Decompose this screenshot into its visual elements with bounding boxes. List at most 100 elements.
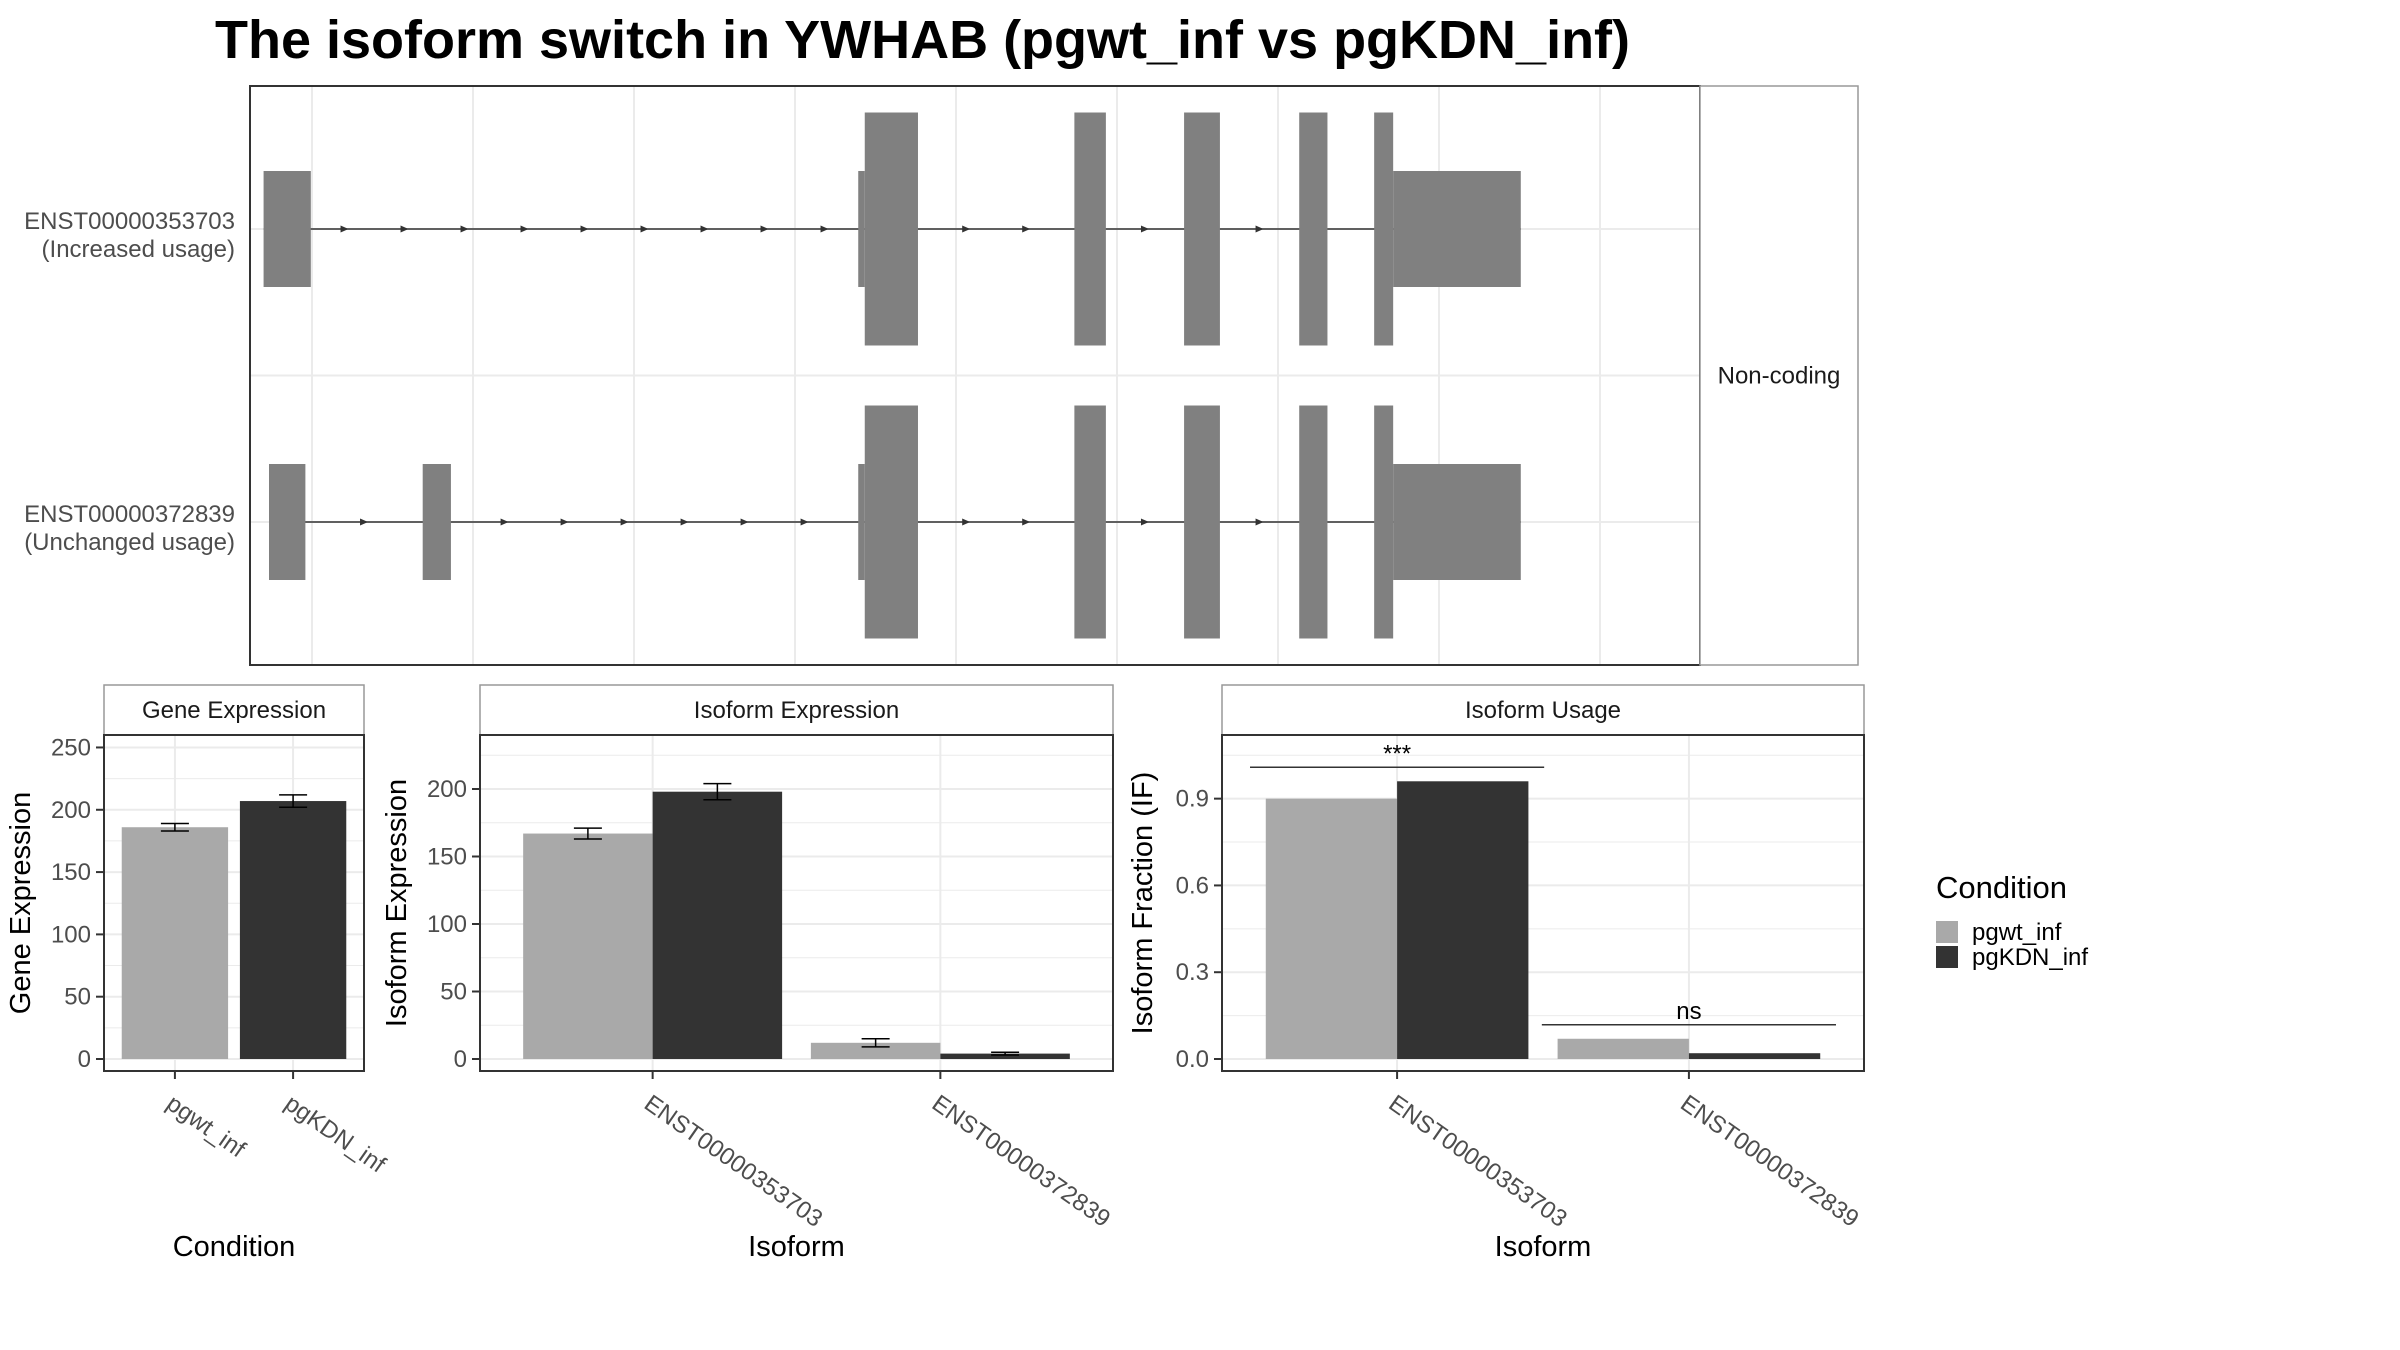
exon — [864, 112, 918, 346]
bar-pgwt_inf-ENST00000353703 — [1265, 798, 1398, 1059]
isoform-usage-panel: Isoform Usage Isoform Fraction (IF) Isof… — [1127, 684, 1865, 1263]
panel-strip-box — [479, 684, 1114, 736]
intron-direction-arrow — [700, 225, 709, 233]
bar-pgKDN_inf-ENST00000372839 — [1688, 1053, 1821, 1059]
significance-label: ns — [1676, 998, 1701, 1025]
y-tick-label: 100 — [427, 911, 467, 938]
x-tick-label-pgKDN_inf: pgKDN_inf — [280, 1090, 391, 1179]
intron-direction-arrow — [560, 518, 569, 526]
error-bar — [573, 827, 602, 840]
isoform-usage-x-axis-title: Isoform — [1495, 1231, 1592, 1263]
intron-direction-arrow — [1022, 518, 1031, 526]
intron-direction-arrow — [640, 225, 649, 233]
intron-direction-arrow — [1022, 225, 1031, 233]
y-tick-label: 0.0 — [1176, 1046, 1209, 1073]
transcript-usage-label: (Unchanged usage) — [24, 529, 235, 556]
y-tick-label: 0 — [454, 1046, 467, 1073]
exon — [1374, 112, 1394, 346]
transcript-structure-panel: ENST00000353703(Increased usage) ENST0000… — [24, 85, 1859, 666]
y-tick-label: 250 — [51, 734, 91, 761]
y-tick-label: 0.6 — [1176, 872, 1209, 899]
exon — [1374, 405, 1394, 639]
gene-expression-x-axis-title: Condition — [173, 1231, 296, 1263]
bar-pgwt_inf-ENST00000372839 — [1557, 1038, 1689, 1059]
figure-title: The isoform switch in YWHAB (pgwt_inf vs… — [215, 10, 1630, 70]
error-bar — [991, 1051, 1020, 1056]
isoform-expression-panel: Isoform Expression Isoform Expression Is… — [381, 684, 1115, 1263]
x-tick-label-pgwt_inf: pgwt_inf — [161, 1090, 250, 1164]
transcript-id-label: ENST00000353703 — [24, 208, 235, 235]
exon — [269, 464, 306, 580]
y-tick-label: 0 — [78, 1046, 91, 1073]
intron-direction-arrow — [1255, 225, 1264, 233]
intron-direction-arrow — [620, 518, 629, 526]
significance-label: *** — [1383, 740, 1411, 767]
intron-direction-arrow — [360, 518, 369, 526]
intron-direction-arrow — [460, 225, 469, 233]
panel-strip-box — [1221, 684, 1865, 736]
error-bar — [703, 782, 732, 801]
isoform-expression-strip-title: Isoform Expression — [694, 697, 899, 724]
isoform-usage-strip-title: Isoform Usage — [1465, 697, 1621, 724]
y-tick-label: 200 — [427, 776, 467, 803]
legend-key-pgwt_inf — [1936, 921, 1958, 943]
bar-pgwt_inf-ENST00000353703 — [523, 833, 653, 1059]
intron-direction-arrow — [680, 518, 689, 526]
exon — [1184, 405, 1220, 639]
exon — [422, 464, 451, 580]
panel-border — [1221, 734, 1865, 1072]
exon — [1393, 464, 1521, 580]
exon — [1299, 112, 1328, 346]
exon — [1393, 171, 1521, 287]
panel-border — [103, 734, 365, 1072]
intron-direction-arrow — [580, 225, 589, 233]
x-tick-label-ENST00000372839: ENST00000372839 — [927, 1090, 1115, 1233]
exon — [263, 171, 311, 287]
intron-direction-arrow — [1140, 225, 1149, 233]
y-tick-label: 150 — [427, 844, 467, 871]
error-bar — [279, 794, 308, 809]
structure-strip-label: Non-coding — [1718, 363, 1841, 390]
error-bar — [861, 1038, 890, 1048]
intron-direction-arrow — [962, 225, 971, 233]
panel-border — [479, 734, 1114, 1072]
legend-title: Condition — [1936, 870, 2067, 905]
y-tick-label: 100 — [51, 921, 91, 948]
intron-direction-arrow — [800, 518, 809, 526]
exon — [1299, 405, 1328, 639]
bar-pgwt_inf-ENST00000372839 — [810, 1042, 941, 1059]
exon — [1074, 405, 1106, 639]
intron-direction-arrow — [820, 225, 829, 233]
gene-expression-y-axis-title: Gene Expression — [5, 792, 37, 1014]
intron-direction-arrow — [1255, 518, 1264, 526]
structure-strip-box — [1699, 85, 1859, 666]
intron-direction-arrow — [400, 225, 409, 233]
transcript-id-label: ENST00000372839 — [24, 501, 235, 528]
exon — [858, 171, 865, 287]
y-tick-label: 50 — [440, 979, 467, 1006]
intron-direction-arrow — [760, 225, 769, 233]
exon — [858, 464, 865, 580]
intron-direction-arrow — [1140, 518, 1149, 526]
bar-pgKDN_inf — [239, 801, 347, 1059]
y-tick-label: 0.3 — [1176, 959, 1209, 986]
legend-key-pgKDN_inf — [1936, 946, 1958, 968]
isoform-usage-y-axis-title: Isoform Fraction (IF) — [1127, 772, 1159, 1035]
x-tick-label-ENST00000353703: ENST00000353703 — [1384, 1090, 1572, 1233]
isoform-expression-y-axis-title: Isoform Expression — [381, 779, 413, 1027]
bar-pgKDN_inf-ENST00000353703 — [1397, 781, 1529, 1059]
exon — [1184, 112, 1220, 346]
gene-expression-strip-title: Gene Expression — [142, 697, 326, 724]
y-tick-label: 50 — [64, 984, 91, 1011]
y-tick-label: 0.9 — [1176, 786, 1209, 813]
x-tick-label-ENST00000372839: ENST00000372839 — [1675, 1090, 1863, 1233]
bar-pgKDN_inf-ENST00000372839 — [940, 1053, 1070, 1059]
intron-direction-arrow — [500, 518, 509, 526]
intron-direction-arrow — [740, 518, 749, 526]
error-bar — [160, 822, 189, 832]
bar-pgKDN_inf-ENST00000353703 — [652, 791, 783, 1059]
intron-direction-arrow — [962, 518, 971, 526]
legend-label-pgwt_inf: pgwt_inf — [1972, 919, 2062, 946]
isoform-expression-x-axis-title: Isoform — [748, 1231, 845, 1263]
